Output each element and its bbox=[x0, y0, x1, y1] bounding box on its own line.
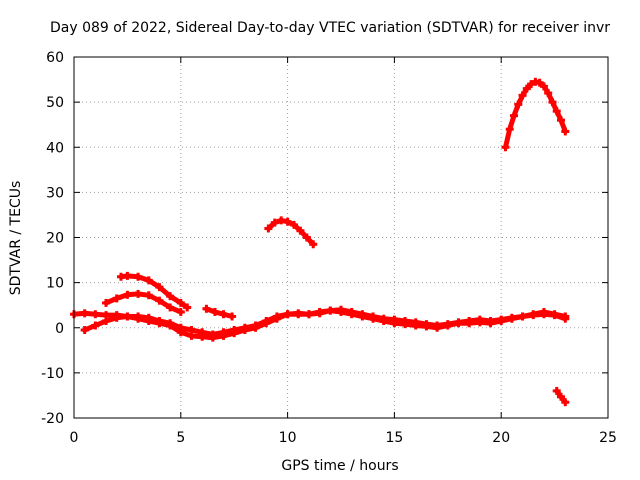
series-trail bbox=[265, 217, 316, 247]
series-trail bbox=[103, 291, 184, 315]
data-layer bbox=[70, 77, 570, 407]
grid-layer bbox=[74, 57, 608, 418]
y-tick-label: 0 bbox=[55, 321, 64, 337]
series-morning-arc-lower bbox=[102, 289, 185, 316]
series-trail bbox=[554, 388, 568, 405]
series-trail bbox=[82, 308, 568, 337]
series-base-track-b bbox=[80, 306, 570, 339]
y-axis-label: SDTVAR / TECUs bbox=[8, 181, 24, 296]
y-tick-label: 10 bbox=[46, 276, 64, 292]
x-tick-label: 5 bbox=[176, 430, 185, 446]
y-tick-label: -10 bbox=[41, 366, 64, 382]
series-trail bbox=[203, 306, 235, 319]
tick-layer: 0 5 10 15 20 25 -20 -10 0 10 20 30 40 50 60 bbox=[41, 50, 617, 446]
x-axis-label: GPS time / hours bbox=[281, 458, 398, 474]
x-tick-label: 0 bbox=[70, 430, 79, 446]
y-tick-label: 60 bbox=[46, 50, 64, 66]
series-trail bbox=[503, 79, 568, 150]
y-tick-label: -20 bbox=[41, 411, 64, 427]
series-arc-20-23h bbox=[501, 77, 570, 152]
series-arc-9-11h bbox=[264, 216, 318, 249]
y-tick-label: 30 bbox=[46, 185, 64, 201]
series-dip-22.5-23h bbox=[552, 386, 570, 407]
x-tick-label: 20 bbox=[492, 430, 510, 446]
x-tick-label: 10 bbox=[279, 430, 297, 446]
series-trail bbox=[118, 273, 190, 310]
series-segment-6-7.5h bbox=[202, 304, 237, 321]
y-tick-label: 40 bbox=[46, 140, 64, 156]
x-tick-label: 15 bbox=[385, 430, 403, 446]
y-tick-label: 50 bbox=[46, 95, 64, 111]
y-tick-label: 20 bbox=[46, 231, 64, 247]
x-tick-label: 25 bbox=[599, 430, 617, 446]
series-morning-arc-upper bbox=[116, 271, 192, 312]
chart-title: Day 089 of 2022, Sidereal Day-to-day VTE… bbox=[50, 20, 610, 36]
